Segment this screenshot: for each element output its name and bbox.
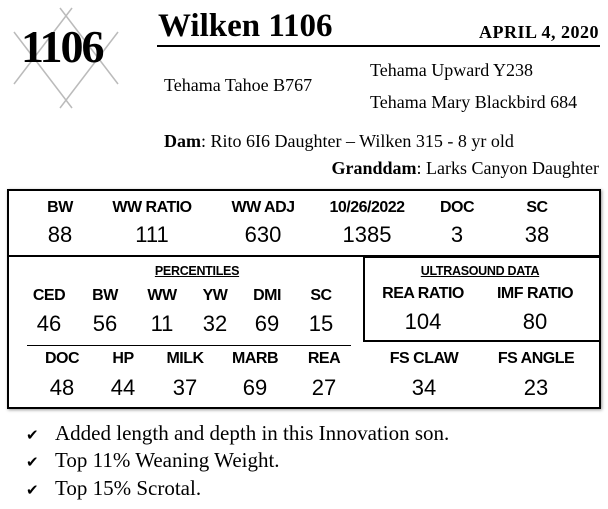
fs-claw-label: FS CLAW: [389, 350, 459, 367]
sc-label: SC: [526, 199, 548, 216]
doc-label: DOC: [439, 199, 475, 216]
list-item: Top 15% Scrotal.: [55, 476, 202, 500]
bw-pct-value: 56: [92, 311, 118, 336]
ultrasound-title: ULTRASOUND DATA: [420, 264, 540, 278]
sale-date: APRIL 4, 2020: [478, 22, 599, 42]
ww-pct-label: WW: [147, 287, 177, 304]
check-icon: ✔: [26, 427, 39, 444]
percentiles-title: PERCENTILES: [154, 264, 240, 278]
rea-ratio-value: 104: [404, 309, 442, 334]
title-underline: [157, 45, 600, 47]
imf-ratio-label: IMF RATIO: [496, 285, 574, 302]
dmi-pct-label: DMI: [253, 287, 281, 304]
top-row-divider: [7, 255, 601, 257]
ww-adj-value: 630: [244, 222, 282, 247]
yw-pct-label: YW: [202, 287, 228, 304]
doc-pct-value: 48: [49, 375, 75, 400]
ced-pct-value: 46: [36, 311, 62, 336]
check-icon: ✔: [26, 454, 39, 471]
hp-pct-value: 44: [110, 375, 136, 400]
list-item: Added length and depth in this Innovatio…: [55, 421, 450, 445]
yw-pct-value: 32: [202, 311, 228, 336]
check-icon: ✔: [26, 482, 39, 499]
bw-label: BW: [47, 199, 73, 216]
milk-pct-label: MILK: [166, 350, 204, 367]
sc-pct-value: 15: [308, 311, 334, 336]
dam-value: : Rito 6I6 Daughter – Wilken 315 - 8 yr …: [201, 131, 514, 151]
rea-pct-value: 27: [311, 375, 337, 400]
granddam-value: : Larks Canyon Daughter: [416, 158, 599, 178]
imf-ratio-value: 80: [522, 309, 548, 334]
ww-pct-value: 11: [150, 311, 174, 336]
sire-sire-name: Tehama Upward Y238: [370, 60, 534, 80]
dam-line: Dam: Rito 6I6 Daughter – Wilken 315 - 8 …: [164, 131, 514, 152]
sire-name: Tehama Tahoe B767: [164, 75, 313, 95]
fs-angle-value: 23: [523, 375, 549, 400]
sc-pct-label: SC: [310, 287, 332, 304]
sc-value: 38: [524, 222, 550, 247]
fs-claw-value: 34: [411, 375, 437, 400]
dmi-pct-value: 69: [254, 311, 280, 336]
ww-ratio-label: WW RATIO: [112, 199, 192, 216]
bw-pct-label: BW: [92, 287, 118, 304]
list-item: Top 11% Weaning Weight.: [55, 448, 280, 472]
animal-title: Wilken 1106: [158, 8, 333, 44]
rea-pct-label: REA: [307, 350, 341, 367]
ultrasound-box: [363, 256, 601, 342]
marb-pct-value: 69: [242, 375, 268, 400]
rea-ratio-label: REA RATIO: [382, 285, 464, 302]
percentiles-divider: [27, 345, 351, 346]
sire-dam-name: Tehama Mary Blackbird 684: [370, 92, 578, 112]
milk-pct-value: 37: [172, 375, 198, 400]
ww-ratio-value: 111: [135, 222, 169, 247]
date-weight-value: 1385: [342, 222, 392, 247]
granddam-label: Granddam: [331, 158, 417, 178]
granddam-line: Granddam: Larks Canyon Daughter: [332, 158, 599, 179]
hp-pct-label: HP: [112, 350, 134, 367]
bw-value: 88: [47, 222, 73, 247]
diamond-emblem-icon: [13, 7, 119, 109]
date-weight-label: 10/26/2022: [329, 199, 405, 216]
marb-pct-label: MARB: [232, 350, 279, 367]
dam-label: Dam: [164, 131, 201, 151]
fs-angle-label: FS ANGLE: [497, 350, 575, 367]
ww-adj-label: WW ADJ: [231, 199, 295, 216]
lot-number: 1106: [21, 21, 104, 72]
doc-value: 3: [450, 222, 464, 247]
doc-pct-label: DOC: [44, 350, 80, 367]
ced-pct-label: CED: [32, 287, 66, 304]
